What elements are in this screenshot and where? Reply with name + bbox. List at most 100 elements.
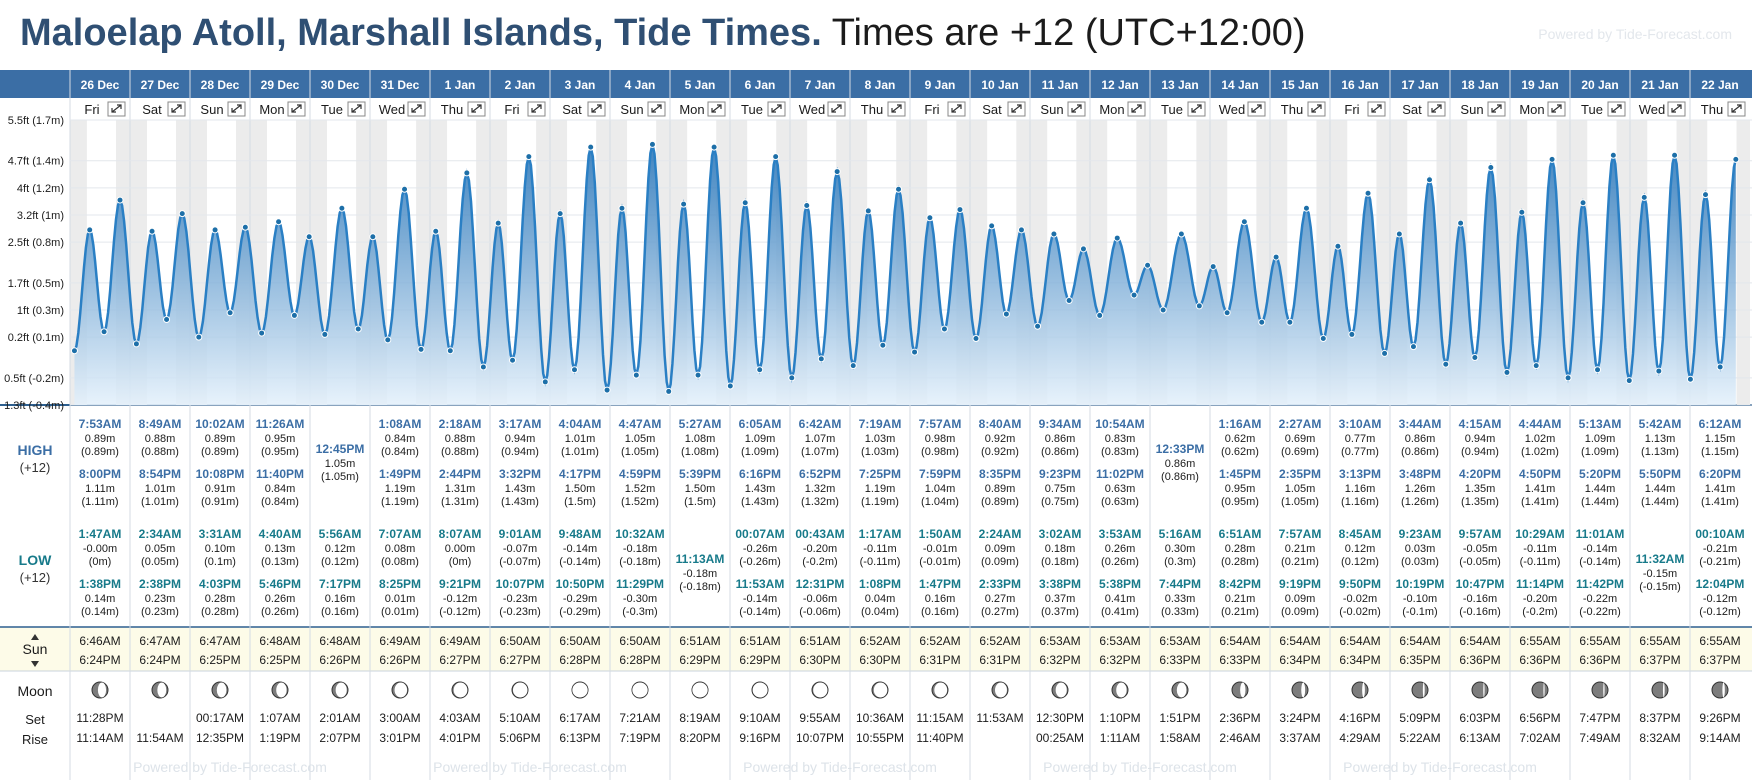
date-label: 17 Jan <box>1401 78 1438 92</box>
tide-point <box>1195 302 1203 310</box>
tide-point <box>632 371 640 379</box>
expand-icon[interactable] <box>1247 101 1266 117</box>
high-tide-time: 9:34AM <box>1039 417 1082 431</box>
footer-credit: Powered by Tide-Forecast.com <box>743 759 937 775</box>
high-tide-time: 4:50PM <box>1519 467 1561 481</box>
high-tide-height-m: (0.75m) <box>1041 496 1079 508</box>
low-tide-time: 10:07PM <box>496 577 545 591</box>
high-tide-time: 4:15AM <box>1459 417 1502 431</box>
date-label: 20 Jan <box>1581 78 1618 92</box>
expand-icon[interactable] <box>1487 101 1506 117</box>
low-tide-time: 11:53AM <box>736 577 785 591</box>
tide-point <box>1625 377 1633 385</box>
moon-set-label: Set <box>25 712 45 727</box>
low-tide-height-m: (-0.16m) <box>1459 606 1501 618</box>
high-tide-time: 5:50PM <box>1639 467 1681 481</box>
tide-point <box>1609 151 1617 159</box>
expand-icon[interactable] <box>647 101 666 117</box>
tide-point <box>648 140 656 148</box>
moon-phase-icon <box>1711 681 1729 699</box>
expand-icon[interactable] <box>947 101 966 117</box>
expand-icon[interactable] <box>707 101 726 117</box>
moon-phase-icon <box>91 681 109 699</box>
low-tide-time: 9:50PM <box>1339 577 1381 591</box>
expand-icon[interactable] <box>1547 101 1566 117</box>
expand-icon[interactable] <box>1007 101 1026 117</box>
weekday-label: Tue <box>741 102 763 117</box>
weekday-label: Mon <box>1519 102 1544 117</box>
expand-icon[interactable] <box>1727 101 1746 117</box>
expand-icon[interactable] <box>347 101 366 117</box>
low-tide-height: 0.37m <box>1045 593 1076 605</box>
low-tide-time: 2:33PM <box>979 577 1021 591</box>
expand-icon[interactable] <box>1607 101 1626 117</box>
high-tide-time: 1:49PM <box>379 467 421 481</box>
tide-point <box>1286 318 1294 326</box>
moonset-time: 1:51PM <box>1159 711 1200 725</box>
tide-point <box>1240 218 1248 226</box>
expand-icon[interactable] <box>1127 101 1146 117</box>
moon-lit <box>692 682 708 698</box>
moon-phase-icon <box>151 681 169 699</box>
y-tick-label: 4ft (1.2m) <box>17 183 64 195</box>
expand-icon[interactable] <box>527 101 546 117</box>
moonrise-time: 4:01PM <box>439 731 480 745</box>
expand-icon[interactable] <box>587 101 606 117</box>
expand-icon[interactable] <box>1067 101 1086 117</box>
expand-icon[interactable] <box>1667 101 1686 117</box>
expand-icon[interactable] <box>107 101 126 117</box>
expand-icon[interactable] <box>227 101 246 117</box>
high-tide-height: 1.26m <box>1405 483 1436 495</box>
sunset-time: 6:28PM <box>619 653 660 667</box>
low-tide-height: -0.29m <box>563 593 597 605</box>
sunrise-time: 6:53AM <box>1159 634 1200 648</box>
high-tide-height: 1.03m <box>865 433 896 445</box>
tide-point <box>1381 349 1389 357</box>
expand-icon-arrow <box>531 104 542 113</box>
expand-icon[interactable] <box>1307 101 1326 117</box>
moon-dark <box>1471 681 1489 699</box>
expand-icon[interactable] <box>1187 101 1206 117</box>
high-tide-height: 1.52m <box>625 483 656 495</box>
low-tide-height: -0.11m <box>1523 543 1556 555</box>
high-tide-time: 3:17AM <box>499 417 542 431</box>
high-tide-height: 0.95m <box>265 433 296 445</box>
low-tide-height-m: (-0.15m) <box>1639 581 1681 593</box>
high-tide-time: 6:16PM <box>739 467 781 481</box>
low-tide-height: -0.20m <box>803 543 837 555</box>
sunset-time: 6:33PM <box>1159 653 1200 667</box>
expand-icon[interactable] <box>767 101 786 117</box>
low-tide-height-m: (-0.2m) <box>802 556 837 568</box>
high-tide-height: 1.01m <box>565 433 596 445</box>
low-tide-height-m: (0.08m) <box>381 556 419 568</box>
expand-icon-arrow <box>711 104 722 113</box>
expand-icon[interactable] <box>887 101 906 117</box>
expand-icon-arrow <box>651 104 662 113</box>
expand-icon[interactable] <box>1427 101 1446 117</box>
sunrise-time: 6:47AM <box>199 634 240 648</box>
moonrise-time: 1:11AM <box>1100 731 1140 745</box>
moon-lit <box>276 682 287 698</box>
weekday-label: Mon <box>259 102 284 117</box>
expand-icon[interactable] <box>407 101 426 117</box>
expand-icon[interactable] <box>287 101 306 117</box>
moon-phase-icon <box>1171 681 1189 699</box>
low-tide-height-m: (0.28m) <box>1221 556 1259 568</box>
tide-point <box>1258 318 1266 326</box>
expand-icon[interactable] <box>467 101 486 117</box>
low-tide-height-m: (0.37m) <box>1041 606 1079 618</box>
expand-icon-arrow <box>411 104 422 113</box>
expand-icon[interactable] <box>1367 101 1386 117</box>
high-tide-height-m: (1.44m) <box>1641 496 1679 508</box>
date-label: 15 Jan <box>1281 78 1318 92</box>
expand-icon[interactable] <box>167 101 186 117</box>
expand-icon-arrow <box>111 104 122 113</box>
high-tide-height: 0.86m <box>1165 458 1196 470</box>
expand-icon[interactable] <box>827 101 846 117</box>
date-label: 6 Jan <box>745 78 776 92</box>
low-tide-time: 11:42PM <box>1576 577 1624 591</box>
low-tide-time: 4:03PM <box>199 577 241 591</box>
low-tide-height: 0.13m <box>265 543 296 555</box>
high-tide-height: 0.69m <box>1285 433 1316 445</box>
low-tide-height-m: (-0.18m) <box>679 581 721 593</box>
